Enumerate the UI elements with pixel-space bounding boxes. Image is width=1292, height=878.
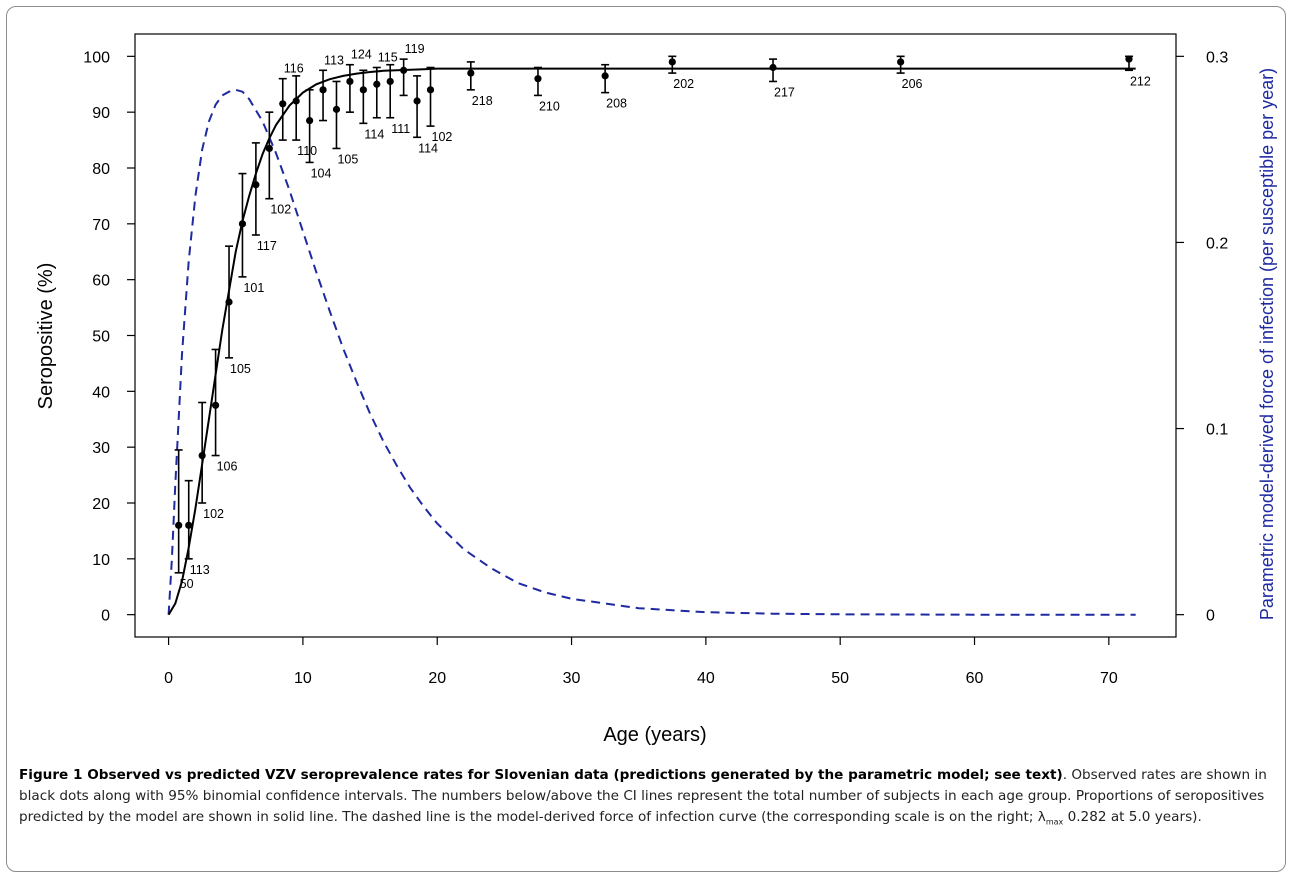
observed-point [769, 63, 777, 72]
x-tick-label: 60 [966, 670, 984, 687]
x-axis-ticks: 0 10 20 30 40 50 60 70 [164, 637, 1118, 687]
observed-point [897, 58, 905, 66]
y-tick-label: 100 [83, 49, 110, 66]
observed-point [319, 86, 327, 94]
y-tick-label: 40 [92, 384, 110, 401]
y-tick-label: 0 [101, 608, 110, 625]
sample-size-label: 124 [351, 48, 372, 62]
y-axis-right-label: Parametric model-derived force of infect… [1257, 68, 1277, 620]
y-tick-label: 20 [92, 496, 110, 513]
sample-size-label: 208 [606, 97, 627, 111]
x-tick-label: 10 [294, 670, 312, 687]
y-axis-ticks: 0 10 20 30 40 50 60 70 80 90 100 [83, 49, 135, 625]
x-tick-label: 50 [831, 670, 849, 687]
sample-size-label: 110 [297, 144, 317, 158]
observed-point [373, 80, 381, 88]
caption-title: Figure 1 Observed vs predicted VZV serop… [19, 767, 1063, 783]
sample-size-label: 206 [902, 77, 923, 91]
lambda-symbol: λ [1037, 809, 1046, 825]
x-axis-label: Age (years) [603, 724, 706, 746]
sample-size-label: 210 [539, 99, 560, 113]
sample-size-label: 114 [364, 127, 384, 141]
observed-point [359, 86, 367, 94]
observed-point [198, 451, 206, 460]
sample-size-label: 113 [190, 563, 210, 577]
observed-point [225, 298, 233, 306]
x-tick-label: 20 [428, 670, 446, 687]
sample-size-label: 111 [391, 122, 410, 136]
sample-size-label: 202 [673, 77, 694, 91]
sample-size-label: 218 [472, 94, 493, 108]
observed-point [400, 66, 408, 74]
observed-point [346, 77, 354, 86]
sample-size-label: 102 [203, 507, 224, 521]
sample-size-label: 106 [217, 460, 238, 474]
observed-point [668, 58, 676, 66]
sample-size-label: 114 [418, 141, 438, 155]
y-tick-label: 80 [92, 161, 110, 178]
observed-point [306, 116, 314, 125]
sample-size-label: 101 [243, 281, 264, 295]
y-tick-label: 50 [92, 329, 110, 346]
y-right-tick-label: 0 [1206, 608, 1215, 625]
lambda-subscript: max [1045, 817, 1064, 827]
sample-size-label: 116 [284, 62, 304, 76]
y-tick-label: 30 [92, 440, 110, 457]
observed-point [1125, 55, 1133, 63]
y-tick-label: 10 [92, 552, 110, 569]
sample-size-label: 117 [257, 239, 277, 253]
sample-size-label: 50 [180, 577, 194, 591]
observed-points: 5011310210610510111710211611010411310512… [174, 42, 1151, 591]
y-tick-label: 60 [92, 273, 110, 290]
sample-size-label: 115 [378, 51, 398, 65]
y-axis-label: Seropositive (%) [35, 263, 57, 410]
sample-size-label: 105 [337, 152, 358, 166]
observed-point [279, 100, 287, 108]
observed-point [265, 144, 273, 153]
figure-caption: Figure 1 Observed vs predicted VZV serop… [19, 765, 1281, 833]
sample-size-label: 102 [432, 130, 453, 144]
sample-size-label: 104 [311, 166, 332, 180]
sample-size-label: 217 [774, 85, 795, 99]
observed-point [413, 97, 421, 105]
model-prediction-line [167, 67, 1136, 616]
caption-text-end: 0.282 at 5.0 years). [1063, 809, 1202, 825]
observed-point [238, 220, 247, 228]
force-of-infection-line [167, 88, 1136, 616]
observed-point [601, 72, 609, 80]
observed-point [292, 97, 300, 105]
y-right-tick-label: 0.3 [1206, 49, 1228, 66]
observed-point [386, 77, 394, 86]
x-tick-label: 70 [1100, 670, 1118, 687]
y-tick-label: 70 [92, 217, 110, 234]
sample-size-label: 119 [405, 42, 425, 56]
sample-size-label: 113 [324, 53, 344, 67]
y-tick-label: 90 [92, 105, 110, 122]
caption-text: . Observed rates are shown in black dots… [19, 767, 1267, 825]
y-right-tick-label: 0.2 [1206, 235, 1228, 252]
sample-size-label: 212 [1130, 74, 1151, 88]
y-right-tick-label: 0.1 [1206, 422, 1228, 439]
x-tick-label: 40 [697, 670, 715, 687]
figure-frame [6, 6, 1286, 872]
observed-point [252, 181, 260, 189]
sample-size-label: 105 [230, 362, 251, 376]
observed-point [185, 521, 193, 529]
observed-point [332, 105, 341, 113]
observed-point [211, 401, 220, 409]
y-axis-right-ticks: 0 0.1 0.2 0.3 [1176, 49, 1228, 625]
x-tick-label: 0 [164, 670, 173, 687]
observed-point [534, 75, 542, 83]
observed-point [175, 521, 183, 529]
sample-size-label: 102 [270, 203, 291, 217]
plot-area-border [134, 33, 1177, 638]
observed-point [467, 69, 475, 77]
observed-point [426, 86, 435, 94]
x-tick-label: 30 [563, 670, 581, 687]
